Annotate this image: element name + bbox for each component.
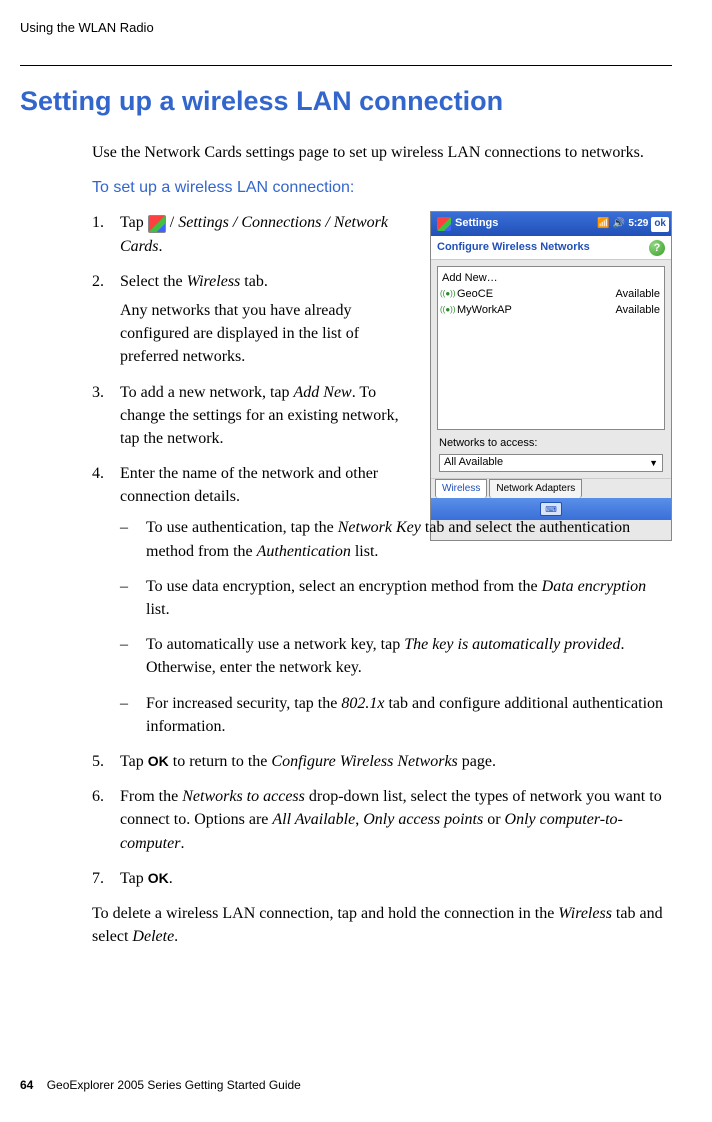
step-2-note: Any networks that you have already confi… [120,299,412,369]
step-6: From the Networks to access drop-down li… [92,785,672,855]
step-4c: To automatically use a network key, tap … [120,633,672,679]
step-list: Tap / Settings / Connections / Network C… [92,211,672,890]
step-7: Tap OK. [92,867,672,890]
footer-title: GeoExplorer 2005 Series Getting Started … [47,1078,301,1092]
final-paragraph: To delete a wireless LAN connection, tap… [92,902,672,948]
page-header: Using the WLAN Radio [20,20,672,35]
start-icon [148,215,166,233]
procedure-heading: To set up a wireless LAN connection: [92,176,672,199]
step-5: Tap OK to return to the Configure Wirele… [92,750,672,773]
step-3: To add a new network, tap Add New. To ch… [92,381,672,451]
body-content: Use the Network Cards settings page to s… [92,141,672,948]
step-4: Enter the name of the network and other … [92,462,672,738]
main-heading: Setting up a wireless LAN connection [20,86,672,117]
intro-paragraph: Use the Network Cards settings page to s… [92,141,672,164]
step-4-sublist: To use authentication, tap the Network K… [120,516,672,738]
header-divider [20,65,672,66]
step-4d: For increased security, tap the 802.1x t… [120,692,672,738]
step-2: Select the Wireless tab. Any networks th… [92,270,672,369]
step-4a: To use authentication, tap the Network K… [120,516,672,562]
page-number: 64 [20,1078,33,1092]
page-footer: 64 GeoExplorer 2005 Series Getting Start… [20,1078,301,1092]
step-1: Tap / Settings / Connections / Network C… [92,211,672,257]
step-4b: To use data encryption, select an encryp… [120,575,672,621]
